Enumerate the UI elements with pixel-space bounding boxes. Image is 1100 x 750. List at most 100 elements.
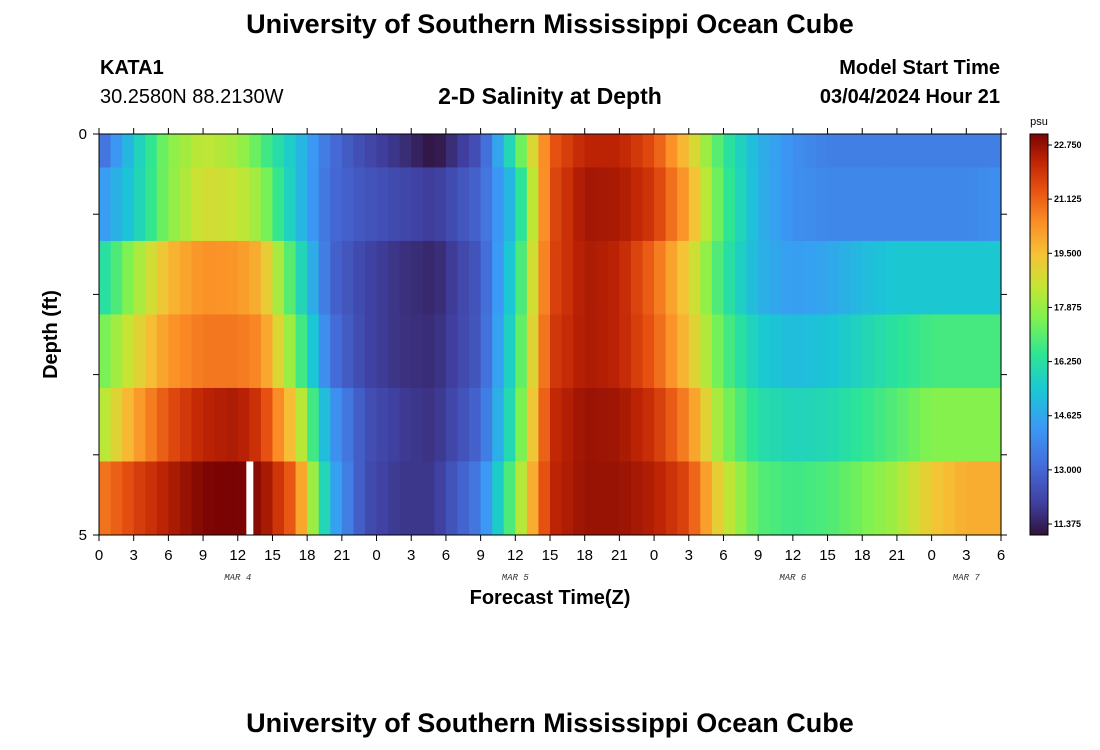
heatmap-cell xyxy=(943,387,956,462)
heatmap-cell xyxy=(931,134,944,168)
heatmap-cell xyxy=(688,167,701,242)
heatmap-cell xyxy=(746,240,759,315)
heatmap-cell xyxy=(827,461,840,536)
heatmap-cell xyxy=(376,461,389,536)
heatmap-cell xyxy=(110,314,123,389)
heatmap-cell xyxy=(596,167,609,242)
heatmap-cell xyxy=(769,461,782,536)
heatmap-cell xyxy=(284,461,297,536)
heatmap-cell xyxy=(515,240,528,315)
heatmap-cell xyxy=(203,461,216,536)
colorbar-tick-label: 21.125 xyxy=(1054,194,1082,204)
heatmap-cell xyxy=(480,461,493,536)
heatmap-cell xyxy=(364,167,378,242)
colorbar: psu 22.750 21.125 19.500 17.875 16.250 14.625… xyxy=(1029,116,1082,536)
heatmap-cell xyxy=(434,387,447,462)
heatmap-cell xyxy=(353,167,366,242)
heatmap-cell xyxy=(469,461,482,536)
heatmap-cell xyxy=(642,461,655,536)
heatmap-cell xyxy=(399,387,412,462)
heatmap-cell xyxy=(931,167,944,242)
heatmap-cell xyxy=(260,240,274,315)
heatmap-cell xyxy=(711,461,725,536)
heatmap-cell xyxy=(526,461,540,536)
heatmap-cell xyxy=(318,240,331,315)
heatmap-cell xyxy=(654,314,667,389)
heatmap-cell xyxy=(711,314,725,389)
heatmap-cell xyxy=(99,167,112,242)
x-tick-label: 3 xyxy=(130,547,138,564)
heatmap-cell xyxy=(735,387,748,462)
heatmap-cell xyxy=(526,167,540,242)
heatmap-cell xyxy=(781,461,794,536)
heatmap-cell xyxy=(295,387,308,462)
heatmap-cell xyxy=(827,387,840,462)
heatmap-cell xyxy=(307,240,320,315)
heatmap-cell xyxy=(422,314,435,389)
heatmap-cell xyxy=(989,314,1002,389)
heatmap-cell xyxy=(295,134,308,168)
heatmap-cell xyxy=(711,387,725,462)
colorbar-ticks: 22.750 21.125 19.500 17.875 16.250 14.625 13.0… xyxy=(1048,140,1082,529)
heatmap-cell xyxy=(792,314,806,389)
heatmap-cell xyxy=(966,134,979,168)
heatmap-cell xyxy=(607,240,620,315)
heatmap-cell xyxy=(966,240,979,315)
heatmap-cell xyxy=(318,134,331,168)
heatmap-cell xyxy=(550,167,563,242)
station-id: KATA1 xyxy=(100,57,164,79)
heatmap-cell xyxy=(619,314,632,389)
heatmap-cell xyxy=(156,134,169,168)
heatmap-cell xyxy=(156,461,169,536)
heatmap-cell xyxy=(804,387,817,462)
heatmap-cell xyxy=(908,387,921,462)
heatmap-cell xyxy=(191,314,204,389)
x-tick-label: 6 xyxy=(997,547,1005,564)
heatmap-cell xyxy=(573,387,586,462)
heatmap-cell xyxy=(989,240,1002,315)
heatmap-cell xyxy=(619,167,632,242)
heatmap-cell xyxy=(619,240,632,315)
heatmap-cell xyxy=(989,134,1002,168)
heatmap-cell xyxy=(492,461,505,536)
heatmap-cell xyxy=(769,167,782,242)
heatmap-cell xyxy=(168,461,181,536)
heatmap-cell xyxy=(758,134,771,168)
heatmap-cell xyxy=(469,167,482,242)
heatmap-cell xyxy=(815,240,829,315)
heatmap-cell xyxy=(457,240,470,315)
heatmap-cell xyxy=(526,134,540,168)
heatmap-cell xyxy=(156,167,169,242)
heatmap-cell xyxy=(364,240,378,315)
colorbar-tick-label: 11.375 xyxy=(1054,519,1081,529)
heatmap-cell xyxy=(700,240,713,315)
heatmap-cell xyxy=(977,314,991,389)
heatmap-cell xyxy=(307,167,320,242)
colorbar-tick-label: 14.625 xyxy=(1054,411,1082,421)
x-tick-label: 15 xyxy=(264,547,281,564)
heatmap-cell xyxy=(584,134,597,168)
heatmap-cell xyxy=(966,167,979,242)
model-start-time: 03/04/2024 Hour 21 xyxy=(819,86,1000,108)
heatmap-cell xyxy=(885,134,898,168)
heatmap-cell xyxy=(341,240,355,315)
heatmap-cell xyxy=(145,314,158,389)
day-label: MAR 4 xyxy=(224,573,251,583)
heatmap-cell xyxy=(179,134,193,168)
heatmap-cell xyxy=(654,167,667,242)
heatmap-cell xyxy=(503,167,516,242)
heatmap-cell xyxy=(503,461,516,536)
heatmap-cell xyxy=(896,134,910,168)
heatmap-cell xyxy=(931,240,944,315)
heatmap-cell xyxy=(700,134,713,168)
heatmap-cell xyxy=(584,387,597,462)
heatmap-cell xyxy=(99,134,112,168)
heatmap-cell xyxy=(214,240,227,315)
heatmap-cell xyxy=(330,240,343,315)
heatmap-cell xyxy=(272,167,285,242)
heatmap-cell xyxy=(665,134,678,168)
heatmap-cell xyxy=(249,134,262,168)
heatmap-cell xyxy=(815,167,829,242)
heatmap-cell xyxy=(480,387,493,462)
heatmap-cell xyxy=(538,314,551,389)
